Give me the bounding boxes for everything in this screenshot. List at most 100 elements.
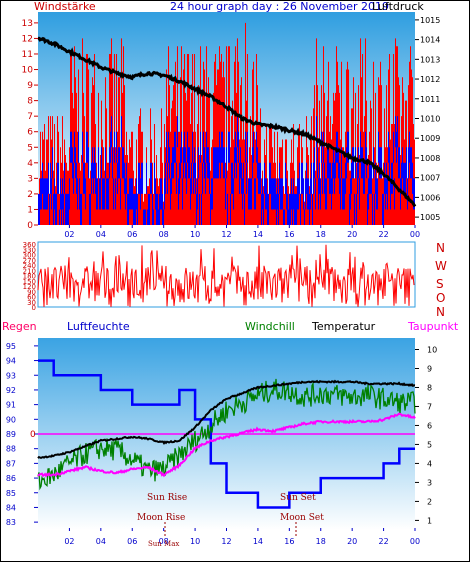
temp-x-tick-label: 14 [253,537,263,546]
wind-y-tick-label: 1 [27,205,33,215]
temp-x-tick-label: 00 [410,537,420,546]
temp-y-tick-label: 9 [427,364,432,373]
wind-y-tick-label: 2 [27,190,33,200]
temp-y-tick-label: 1 [427,516,432,525]
wind-y-tick-label: 9 [27,81,33,91]
sun-rise-label: Sun Rise [147,493,187,503]
humidity-y-tick-label: 93 [6,371,16,380]
wind-x-tick-label: 14 [253,230,263,239]
temp-x-tick-label: 04 [96,537,106,546]
temp-x-tick-label: 08 [159,537,169,546]
temp-y-tick-label: 4 [427,459,432,468]
direction-y-tick-label: 120 [23,283,36,291]
dewpoint-line [37,412,416,478]
legend-rain: Regen [2,320,37,333]
direction-y-tick-label: 270 [23,257,36,265]
moon-rise-label: Moon Rise [137,513,185,523]
direction-y-tick-label: 300 [23,252,36,260]
wind-x-tick-label: 02 [64,230,74,239]
wind-y-tick-label: 13 [22,19,33,29]
direction-y-tick-label: 0 [32,304,36,312]
temp-x-tick-label: 20 [347,537,357,546]
direction-y-tick-label: 150 [23,278,36,286]
compass-label-n-bottom: N [436,305,445,319]
pressure-y-tick-label: 1010 [420,115,440,124]
wind-x-tick-label: 12 [221,230,231,239]
compass-label-w: W [435,259,447,273]
wind-x-tick-label: 18 [316,230,326,239]
humidity-y-tick-label: 89 [6,430,16,439]
legend-dewpoint: Taupunkt [407,320,459,333]
windchill-line [37,378,416,491]
pressure-y-tick-label: 1006 [420,193,440,202]
compass-label-o: O [436,291,445,305]
wind-y-tick-label: 0 [27,221,33,231]
moon-set-label: Moon Set [280,513,324,523]
pressure-y-tick-label: 1007 [420,174,440,183]
wind-y-tick-label: 11 [22,50,33,60]
humidity-y-tick-label: 90 [6,415,16,424]
temp-x-tick-label: 16 [284,537,294,546]
humidity-line [38,359,415,509]
pressure-y-tick-label: 1013 [420,55,440,64]
pressure-y-tick-label: 1014 [420,36,440,45]
wind-y-tick-label: 6 [27,128,33,138]
wind-average-series [38,116,415,225]
direction-y-tick-label: 360 [23,241,36,249]
temp-x-tick-label: 06 [127,537,137,546]
chart-right-title: Luftdruck [372,0,424,13]
pressure-y-tick-label: 1011 [420,95,440,104]
wind-y-tick-label: 12 [22,34,33,44]
wind-x-tick-label: 16 [284,230,294,239]
wind-y-tick-label: 10 [22,66,34,76]
direction-y-tick-label: 330 [23,246,36,254]
direction-y-tick-label: 210 [23,267,36,275]
direction-y-tick-label: 90 [27,288,36,296]
wind-direction-line [37,244,415,307]
wind-y-tick-label: 7 [27,112,33,122]
temp-y-tick-label: 3 [427,478,432,487]
pressure-y-tick-label: 1005 [420,213,440,222]
temp-x-tick-label: 18 [316,537,326,546]
humidity-y-tick-label: 85 [6,489,16,498]
humidity-y-tick-label: 83 [6,518,16,527]
pressure-line [37,36,417,208]
zero-axis-label: 0 [30,430,36,440]
temp-x-tick-label: 02 [64,537,74,546]
temp-y-tick-label: 8 [427,383,432,392]
temp-x-tick-label: 12 [221,537,231,546]
wind-x-tick-label: 20 [347,230,357,239]
humidity-y-tick-label: 88 [6,445,16,454]
legend-temperature: Temperatur [311,320,376,333]
pressure-y-tick-label: 1015 [420,16,440,25]
chart-left-title: Windstärke [34,0,96,13]
wind-x-tick-label: 06 [127,230,137,239]
pressure-y-tick-label: 1008 [420,154,440,163]
humidity-y-tick-label: 95 [6,342,16,351]
compass-label-s: S [436,277,444,291]
sun-set-label: Sun Set [280,493,316,503]
wind-y-tick-label: 8 [27,97,33,107]
pressure-y-tick-label: 1012 [420,75,440,84]
direction-y-tick-label: 30 [27,299,36,307]
humidity-y-tick-label: 87 [6,459,16,468]
temp-y-tick-label: 6 [427,421,432,430]
humidity-y-tick-label: 92 [6,386,16,395]
wind-x-tick-label: 00 [410,230,420,239]
wind-x-tick-label: 10 [190,230,200,239]
temp-x-tick-label: 10 [190,537,200,546]
temp-x-tick-label: 22 [378,537,388,546]
chart-center-title: 24 hour graph day : 26 November 2019 [170,0,389,13]
temp-y-tick-label: 2 [427,497,432,506]
sun-max-label: Sun Max [148,540,179,548]
wind-y-tick-label: 5 [27,143,33,153]
compass-label-n-top: N [436,241,445,255]
legend-humidity: Luftfeuchte [67,320,130,333]
temp-y-tick-label: 5 [427,440,432,449]
humidity-y-tick-label: 86 [6,474,16,483]
legend-windchill: Windchill [245,320,295,333]
axis-ticks: 0123456789101112131005100610071008100910… [6,16,441,546]
direction-y-tick-label: 240 [23,262,36,270]
humidity-y-tick-label: 94 [6,357,16,366]
